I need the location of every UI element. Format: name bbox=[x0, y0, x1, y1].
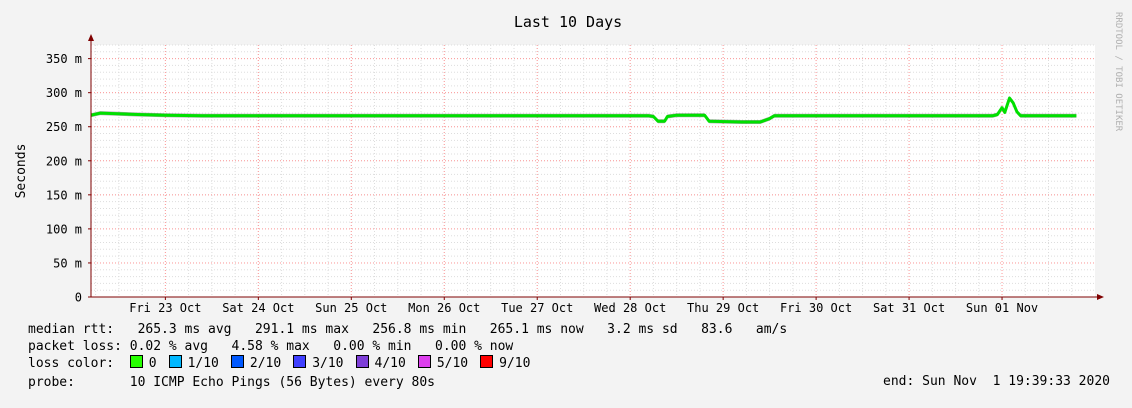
loss-color-item: 2/10 bbox=[230, 355, 282, 371]
y-tick-label: 150 m bbox=[46, 188, 82, 202]
grid bbox=[91, 44, 1095, 297]
x-tick-label: Thu 29 Oct bbox=[687, 301, 759, 315]
series-layer bbox=[90, 96, 1077, 124]
loss-color-swatch bbox=[230, 355, 244, 368]
y-tick-label: 300 m bbox=[46, 86, 82, 100]
loss-color-value: 3/10 bbox=[312, 356, 344, 371]
loss-color-item: 5/10 bbox=[417, 355, 469, 371]
y-tick-label: 100 m bbox=[46, 222, 82, 236]
x-axis-arrow bbox=[1097, 294, 1104, 300]
y-tick-label: 50 m bbox=[53, 256, 82, 270]
x-tick-label: Sat 24 Oct bbox=[222, 301, 294, 315]
x-tick-label: Tue 27 Oct bbox=[501, 301, 573, 315]
loss-color-value: 2/10 bbox=[249, 356, 282, 371]
loss-color-item: 9/10 bbox=[480, 355, 531, 371]
loss-color-value: 5/10 bbox=[436, 356, 469, 371]
x-tick-label: Fri 30 Oct bbox=[780, 301, 852, 315]
credit-text: RRDTOOL / TOBI OETIKER bbox=[1113, 12, 1123, 132]
x-tick-label: Wed 28 Oct bbox=[594, 301, 666, 315]
loss-color-value: 4/10 bbox=[374, 356, 406, 371]
x-tick-label: Sun 01 Nov bbox=[966, 301, 1038, 315]
loss-color-swatch bbox=[480, 355, 494, 368]
loss-color-value: 1/10 bbox=[187, 356, 219, 371]
y-axis-label: Seconds bbox=[14, 144, 29, 199]
rrdtool-credit-text: RRDTOOL / TOBI OETIKER bbox=[1113, 12, 1123, 132]
chart-title: Last 10 Days bbox=[514, 13, 622, 31]
loss-color-item: 4/10 bbox=[355, 355, 406, 371]
loss-color-swatch bbox=[168, 355, 182, 368]
plot-area bbox=[91, 45, 1095, 297]
loss-color-item: 0 bbox=[129, 355, 157, 371]
legend-probe: probe: 10 ICMP Echo Pings (56 Bytes) eve… bbox=[28, 375, 435, 390]
loss-color-swatch bbox=[129, 355, 143, 368]
loss-color-item: 1/10 bbox=[168, 355, 219, 371]
loss-color-swatch bbox=[417, 355, 431, 368]
legend-end-time: end: Sun Nov 1 19:39:33 2020 bbox=[883, 374, 1110, 389]
loss-color-swatch bbox=[355, 355, 369, 368]
median-rtt-line bbox=[90, 96, 1077, 124]
x-tick-label: Fri 23 Oct bbox=[129, 301, 201, 315]
y-tick-label: 200 m bbox=[46, 154, 82, 168]
x-tick-label: Mon 26 Oct bbox=[408, 301, 480, 315]
x-tick-label: Sat 31 Oct bbox=[873, 301, 945, 315]
loss-color-value: 0 bbox=[148, 356, 157, 371]
loss-color-value: 9/10 bbox=[499, 356, 531, 371]
legend-loss-color: loss color: 0 1/10 2/10 3/10 4/10 5/10 9/10 bbox=[28, 355, 542, 372]
y-tick-label: 0 bbox=[75, 291, 82, 305]
y-tick-label: 350 m bbox=[46, 52, 82, 66]
loss-color-swatch bbox=[293, 355, 307, 368]
y-tick-label: 250 m bbox=[46, 120, 82, 134]
x-tick-label: Sun 25 Oct bbox=[315, 301, 387, 315]
loss-color-label: loss color: bbox=[28, 356, 130, 371]
axes: 0 50 m 100 m 150 m 200 m 250 m 300 m 350 m Fri 2… bbox=[46, 34, 1104, 315]
legend-packet-loss: packet loss: 0.02 % avg 4.58 % max 0.00 … bbox=[28, 339, 514, 354]
y-axis-arrow bbox=[88, 34, 94, 41]
legend-median-rtt: median rtt: 265.3 ms avg 291.1 ms max 25… bbox=[28, 322, 788, 337]
loss-color-item: 3/10 bbox=[293, 355, 344, 371]
latency-chart: 0 50 m 100 m 150 m 200 m 250 m 300 m 350 m Fri 2… bbox=[14, 13, 1104, 315]
